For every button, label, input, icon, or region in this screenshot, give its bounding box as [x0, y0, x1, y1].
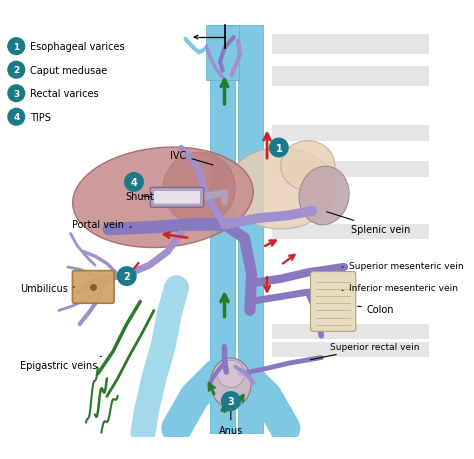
Text: 2: 2	[13, 66, 19, 75]
Text: Rectal varices: Rectal varices	[30, 89, 99, 99]
Circle shape	[269, 138, 289, 158]
Text: Epigastric veins: Epigastric veins	[20, 357, 101, 370]
Circle shape	[7, 38, 25, 56]
FancyBboxPatch shape	[310, 272, 356, 331]
Text: Esophageal varices: Esophageal varices	[30, 42, 125, 52]
Circle shape	[221, 391, 241, 411]
Bar	[272, 126, 429, 142]
Text: Inferior mesenteric vein: Inferior mesenteric vein	[342, 284, 457, 293]
Bar	[272, 162, 429, 178]
FancyBboxPatch shape	[73, 271, 114, 303]
Circle shape	[117, 267, 137, 286]
Text: 2: 2	[123, 271, 130, 281]
Bar	[272, 325, 429, 339]
Text: Colon: Colon	[357, 304, 394, 314]
Text: Anus: Anus	[219, 409, 243, 436]
Ellipse shape	[163, 153, 236, 225]
Bar	[272, 225, 429, 240]
FancyBboxPatch shape	[150, 188, 204, 208]
Ellipse shape	[73, 148, 253, 248]
Text: Splenic vein: Splenic vein	[327, 212, 410, 235]
Text: Portal vein: Portal vein	[73, 220, 131, 230]
FancyBboxPatch shape	[154, 191, 200, 204]
Ellipse shape	[217, 360, 245, 387]
Text: Shunt: Shunt	[125, 191, 154, 201]
Text: IVC: IVC	[170, 151, 213, 166]
Bar	[238, 26, 264, 433]
Text: 3: 3	[228, 396, 234, 406]
Text: 4: 4	[131, 178, 137, 188]
Circle shape	[124, 173, 144, 192]
Text: Superior mesenteric vein: Superior mesenteric vein	[342, 261, 463, 270]
Circle shape	[7, 108, 25, 127]
Bar	[272, 35, 429, 55]
Circle shape	[7, 62, 25, 79]
Text: Umbilicus: Umbilicus	[20, 283, 74, 293]
Ellipse shape	[226, 148, 335, 230]
Text: 4: 4	[13, 113, 19, 122]
Ellipse shape	[281, 141, 335, 191]
Text: TIPS: TIPS	[30, 112, 51, 123]
Text: Superior rectal vein: Superior rectal vein	[310, 342, 420, 360]
Text: 1: 1	[275, 143, 282, 153]
Ellipse shape	[299, 167, 349, 225]
Circle shape	[7, 85, 25, 103]
Text: Caput medusae: Caput medusae	[30, 66, 107, 76]
Text: 3: 3	[13, 90, 19, 99]
Bar	[210, 26, 236, 433]
Bar	[272, 67, 429, 87]
Ellipse shape	[210, 358, 251, 408]
Bar	[206, 26, 239, 80]
Text: 1: 1	[13, 43, 19, 51]
Bar	[272, 342, 429, 357]
